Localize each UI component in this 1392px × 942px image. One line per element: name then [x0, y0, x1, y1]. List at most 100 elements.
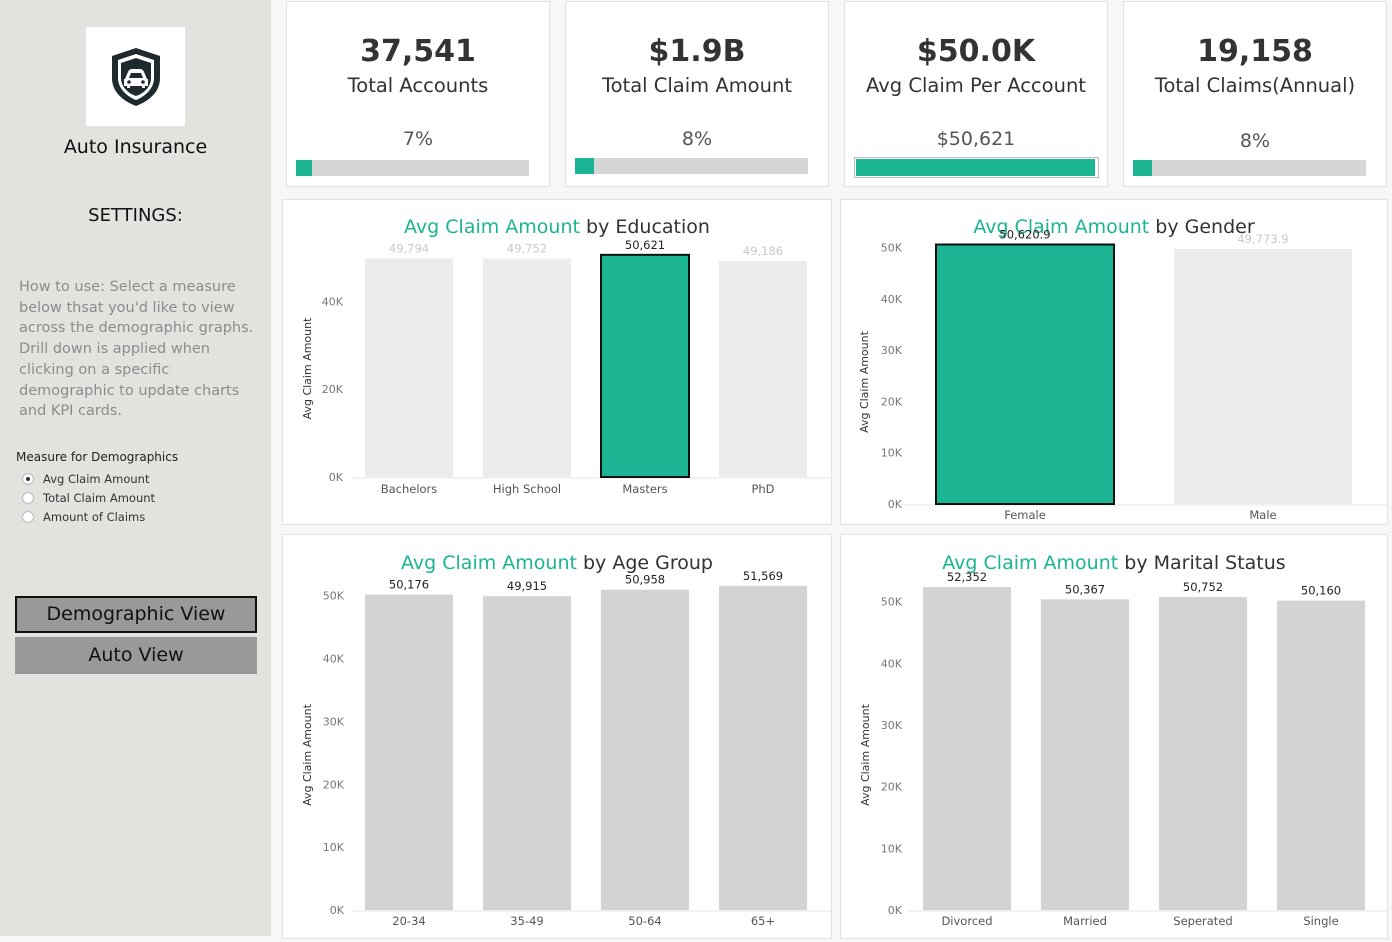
- bar-high-school: [483, 258, 571, 477]
- kpi-card-avg-claim-per-account[interactable]: $50.0K Avg Claim Per Account $50,621: [844, 1, 1108, 187]
- measure-selector-title: Measure for Demographics: [16, 450, 179, 464]
- y-axis-title: Avg Claim Amount: [859, 703, 872, 806]
- chart-title: Avg Claim Amount by Age Group: [283, 552, 831, 574]
- kpi-value: 19,158: [1197, 34, 1313, 69]
- chart-title-measure: Avg Claim Amount: [401, 552, 577, 574]
- chart-title-measure: Avg Claim Amount: [404, 216, 580, 238]
- kpi-value: 37,541: [360, 34, 476, 69]
- bar-50-64: [601, 589, 689, 910]
- y-tick-label: 50K: [881, 596, 903, 609]
- kpi-card-total-claim-amount[interactable]: $1.9B Total Claim Amount 8%: [565, 1, 829, 187]
- kpi-progress-fill: [856, 159, 1095, 176]
- chart-title: Avg Claim Amount by Gender: [841, 216, 1387, 238]
- bar-married: [1041, 599, 1129, 910]
- chart-title-dimension: by Marital Status: [1118, 552, 1286, 574]
- kpi-card-total-accounts[interactable]: 37,541 Total Accounts 7%: [286, 1, 550, 187]
- data-label: 50,621: [625, 238, 665, 252]
- kpi-card-total-claims-annual[interactable]: 19,158 Total Claims(Annual) 8%: [1123, 1, 1387, 187]
- y-tick-label: 20K: [322, 383, 344, 396]
- bar-chart: Avg Claim Amount 0K 20K 40K 49,794 Bachelors 4…: [301, 238, 831, 496]
- y-axis-title: Avg Claim Amount: [858, 330, 871, 433]
- bar-35-49: [483, 596, 571, 910]
- bar-masters: [600, 253, 690, 478]
- kpi-progress-fill: [1133, 160, 1152, 176]
- bar-20-34: [365, 594, 453, 910]
- bar-female: [935, 243, 1115, 506]
- x-tick-label: Masters: [622, 482, 667, 496]
- kpi-label: Total Accounts: [347, 74, 489, 97]
- data-label: 50,752: [1183, 580, 1223, 594]
- chart-panel-gender: Avg Claim Amount by Gender Avg Claim Amo…: [840, 199, 1388, 525]
- measure-option-amount-of-claims[interactable]: Amount of Claims: [22, 509, 145, 525]
- bar-phd: [719, 261, 807, 477]
- y-tick-label: 0K: [888, 498, 903, 511]
- data-label: 50,176: [389, 578, 429, 592]
- y-axis-title: Avg Claim Amount: [301, 317, 314, 420]
- auto-view-button[interactable]: Auto View: [15, 637, 257, 674]
- kpi-subvalue: 7%: [402, 128, 434, 150]
- chart-panel-marital-status: Avg Claim Amount by Marital Status Avg C…: [840, 534, 1388, 939]
- y-axis-title: Avg Claim Amount: [301, 703, 314, 806]
- bar-chart: Avg Claim Amount 0K 10K 20K 30K 40K 50K 50,176 2…: [301, 569, 831, 928]
- chart-title: Avg Claim Amount by Education: [283, 216, 831, 238]
- data-label: 49,773.9: [1237, 232, 1288, 246]
- chart-title-dimension: by Age Group: [576, 552, 713, 574]
- data-label: 50,160: [1301, 584, 1341, 598]
- radio-button[interactable]: [22, 511, 34, 523]
- y-tick-label: 40K: [323, 653, 345, 666]
- y-tick-label: 20K: [323, 778, 345, 791]
- kpi-label: Total Claims(Annual): [1154, 74, 1356, 97]
- measure-option-avg-claim-amount[interactable]: Avg Claim Amount: [22, 471, 149, 487]
- radio-button[interactable]: [22, 492, 34, 504]
- x-tick-label: Male: [1249, 508, 1276, 522]
- bar-male: [1174, 248, 1352, 504]
- y-tick-label: 40K: [322, 295, 344, 308]
- data-label: 49,915: [507, 579, 547, 593]
- chart-title-measure: Avg Claim Amount: [942, 552, 1119, 574]
- radio-button[interactable]: [22, 473, 34, 485]
- kpi-subvalue: 8%: [1239, 130, 1271, 152]
- bar-bachelors: [365, 258, 453, 477]
- data-label: 50,958: [625, 573, 665, 587]
- kpi-value: $1.9B: [648, 34, 746, 69]
- logo: [86, 27, 185, 126]
- y-tick-label: 40K: [881, 657, 903, 670]
- chart-panel-age-group: Avg Claim Amount by Age Group Avg Claim …: [282, 534, 832, 939]
- measure-option-total-claim-amount[interactable]: Total Claim Amount: [22, 490, 155, 506]
- x-tick-label: Seperated: [1173, 914, 1232, 928]
- chart-title-dimension: by Gender: [1149, 216, 1255, 238]
- y-tick-label: 50K: [881, 242, 903, 255]
- x-tick-label: PhD: [751, 482, 774, 496]
- bar-divorced: [923, 587, 1011, 910]
- bar-seperated: [1159, 596, 1247, 910]
- data-label: 49,794: [389, 241, 429, 255]
- kpi-value: $50.0K: [916, 34, 1036, 69]
- measure-option-label: Avg Claim Amount: [43, 472, 150, 486]
- data-label: 50,367: [1065, 582, 1105, 596]
- y-tick-label: 30K: [881, 344, 903, 357]
- y-tick-label: 20K: [881, 781, 903, 794]
- x-tick-label: 20-34: [392, 914, 425, 928]
- data-label: 51,569: [743, 569, 783, 583]
- measure-option-label: Amount of Claims: [43, 510, 146, 524]
- kpi-subvalue: $50,621: [936, 128, 1016, 150]
- y-tick-label: 10K: [323, 841, 345, 854]
- kpi-label: Avg Claim Per Account: [866, 74, 1086, 97]
- y-tick-label: 10K: [881, 447, 903, 460]
- how-to-text: How to use: Select a measure below thsat…: [19, 279, 254, 420]
- x-tick-label: 50-64: [628, 914, 661, 928]
- y-tick-label: 30K: [881, 719, 903, 732]
- kpi-progress-bar: [575, 158, 808, 174]
- kpi-progress-bar: [854, 157, 1099, 178]
- y-tick-label: 50K: [323, 590, 345, 603]
- app-title: Auto Insurance: [63, 136, 208, 158]
- kpi-progress-fill: [296, 160, 312, 176]
- data-label: 52,352: [947, 570, 987, 584]
- kpi-subvalue: 8%: [681, 128, 713, 150]
- shield-car-icon: [111, 47, 160, 106]
- demographic-view-button[interactable]: Demographic View: [15, 596, 257, 633]
- x-tick-label: Married: [1063, 914, 1107, 928]
- kpi-progress-fill: [575, 158, 594, 174]
- sidebar: Auto Insurance SETTINGS: How to use: Sel…: [0, 0, 271, 936]
- kpi-label: Total Claim Amount: [602, 74, 792, 97]
